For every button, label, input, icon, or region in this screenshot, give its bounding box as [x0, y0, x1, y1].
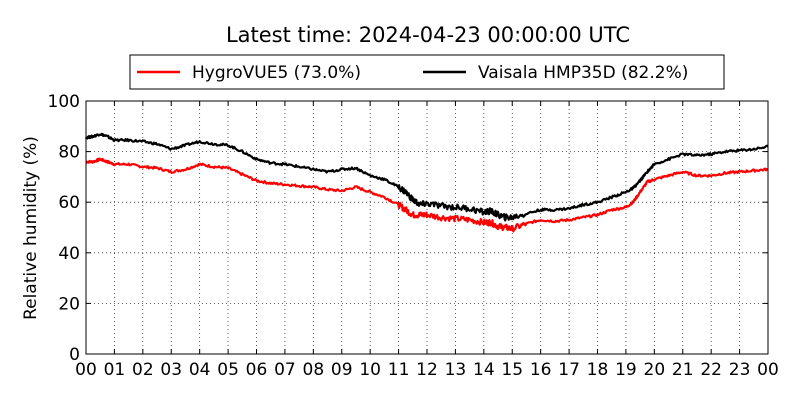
- legend-label-hygrovue: HygroVUE5 (73.0%): [192, 63, 361, 83]
- x-tick-label: 07: [274, 360, 296, 380]
- x-tick-label: 12: [416, 360, 438, 380]
- x-tick-label: 06: [246, 360, 268, 380]
- x-tick-label: 00: [75, 360, 97, 380]
- x-tick-label: 20: [644, 360, 666, 380]
- y-axis-label: Relative humidity (%): [21, 136, 41, 320]
- x-tick-label: 21: [672, 360, 694, 380]
- x-tick-label: 00: [757, 360, 779, 380]
- chart-title: Latest time: 2024-04-23 00:00:00 UTC: [226, 23, 630, 47]
- x-tick-label: 15: [501, 360, 523, 380]
- x-tick-label: 16: [530, 360, 552, 380]
- x-tick-label: 08: [303, 360, 325, 380]
- x-tick-label: 02: [132, 360, 154, 380]
- legend-label-vaisala: Vaisala HMP35D (82.2%): [478, 63, 688, 83]
- y-tick-label: 80: [58, 143, 80, 163]
- x-tick-label: 05: [217, 360, 239, 380]
- plot-frame: [85, 100, 769, 355]
- legend: HygroVUE5 (73.0%) Vaisala HMP35D (82.2%): [129, 54, 725, 90]
- series-line-1: [85, 132, 769, 222]
- x-tick-label: 10: [359, 360, 381, 380]
- ticks: 00 01 02 03 04 05 06 07 08 09 10 11 12 13 14 15 16 17 18 19…: [48, 92, 779, 380]
- grid: [86, 101, 768, 354]
- x-tick-label: 04: [189, 360, 211, 380]
- y-tick-label: 0: [69, 345, 80, 365]
- y-tick-label: 100: [48, 92, 80, 112]
- x-tick-label: 19: [615, 360, 637, 380]
- y-tick-label: 60: [58, 193, 80, 213]
- x-tick-label: 22: [700, 360, 722, 380]
- x-tick-label: 11: [388, 360, 410, 380]
- x-tick-label: 17: [558, 360, 580, 380]
- y-tick-label: 20: [58, 294, 80, 314]
- series-layer: [85, 132, 769, 233]
- x-tick-label: 13: [445, 360, 467, 380]
- x-tick-label: 03: [160, 360, 182, 380]
- x-tick-label: 18: [587, 360, 609, 380]
- x-tick-label: 14: [473, 360, 495, 380]
- series-line-0: [85, 157, 769, 233]
- x-tick-label: 23: [729, 360, 751, 380]
- x-tick-label: 01: [104, 360, 126, 380]
- y-tick-label: 40: [58, 244, 80, 264]
- x-tick-label: 09: [331, 360, 353, 380]
